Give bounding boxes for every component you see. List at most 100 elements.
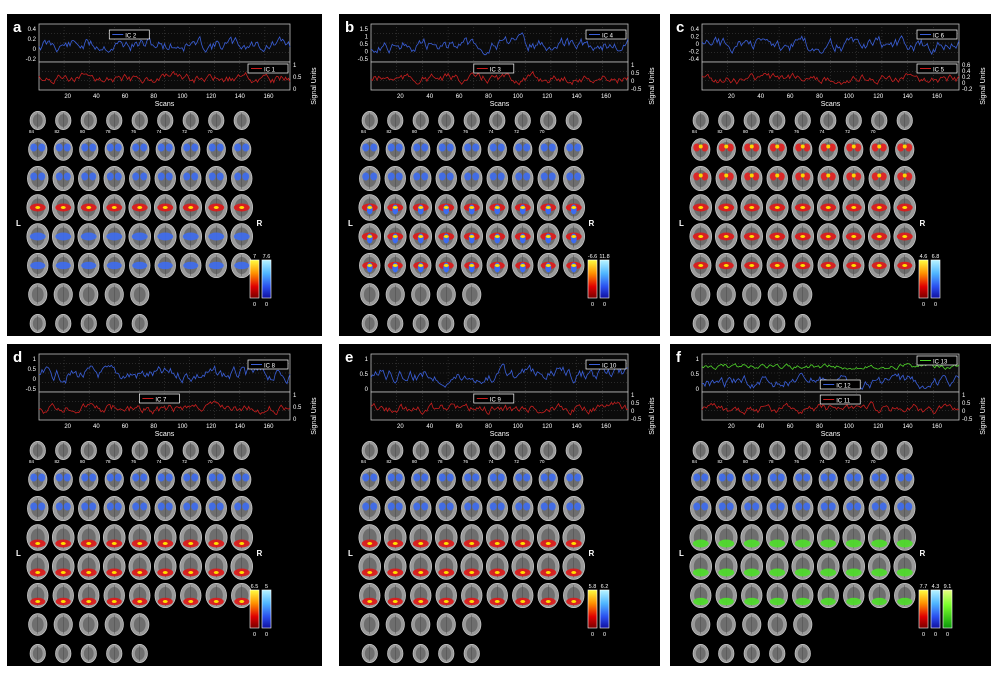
y-tick-label: 0.5 (293, 75, 302, 81)
panel-label: f (676, 349, 682, 366)
activation-peak (698, 264, 704, 267)
activation-blob (794, 539, 811, 548)
y-tick-label: -0.5 (631, 87, 642, 93)
activation-blob (114, 502, 122, 511)
activation-peak (469, 571, 475, 574)
brain-slice (896, 111, 913, 130)
brain-slice (104, 283, 124, 306)
activation-blob (515, 143, 523, 152)
slice-number: 74 (489, 129, 495, 134)
activation-blob (38, 502, 46, 511)
activation-blob (497, 473, 505, 482)
right-orientation-label: R (920, 549, 926, 558)
brain-slice (231, 582, 253, 609)
brain-slice (514, 111, 531, 130)
activation-blob (777, 473, 785, 482)
x-tick-label: 140 (572, 424, 583, 430)
activation-blob (438, 502, 446, 511)
activation-blob (370, 473, 378, 482)
brain-slice (27, 252, 49, 279)
activation-blob (879, 172, 887, 181)
activation-peak (494, 206, 500, 209)
brain-slice (692, 314, 709, 333)
activation-peak (111, 206, 117, 209)
brain-slice (130, 138, 150, 161)
activation-peak (826, 173, 831, 178)
activation-peak (494, 264, 500, 267)
activation-peak (213, 542, 219, 545)
activation-peak (571, 264, 577, 267)
activation-blob (191, 143, 199, 152)
activation-peak (494, 235, 500, 238)
activation-blob (794, 568, 811, 577)
activation-blob (540, 473, 548, 482)
activation-blob (566, 473, 574, 482)
brain-slice (691, 468, 711, 491)
brain-slice (52, 165, 74, 192)
activation-peak (162, 206, 168, 209)
y-tick-label: -0.2 (962, 87, 973, 93)
brain-slice (77, 524, 100, 551)
colorbar-min-label: 0 (934, 632, 937, 638)
activation-blob (871, 172, 879, 181)
activation-blob (80, 232, 97, 241)
colorbar-max-label: 6.5 (251, 584, 259, 590)
slice-number: 84 (361, 459, 367, 464)
activation-peak (698, 235, 704, 238)
brain-slice (565, 111, 582, 130)
activation-blob (795, 502, 803, 511)
panel-figure-a: a IC 2 IC 1 0.4 0.2 0 -0.2 1 0.5 0 20 40 60 80 100 120 1… (13, 19, 318, 333)
brain-slice (359, 252, 381, 279)
right-orientation-label: R (257, 549, 263, 558)
brain-slice (360, 468, 380, 491)
activation-blob (421, 473, 429, 482)
brain-slice (179, 194, 202, 221)
y-axis-label: Signal Units (980, 397, 987, 435)
brain-slice (767, 283, 787, 306)
activation-peak (418, 206, 424, 209)
activation-peak (137, 542, 143, 545)
activation-blob (897, 502, 905, 511)
y-tick-label: 0.5 (293, 405, 302, 411)
y-tick-label: 0.5 (28, 367, 37, 373)
brain-slice (766, 553, 789, 580)
brain-slice (817, 252, 839, 279)
brain-slice (868, 495, 890, 522)
brain-slice (154, 194, 177, 221)
activation-peak (545, 235, 551, 238)
activation-blob (395, 502, 403, 511)
brain-slice (360, 138, 380, 161)
brain-slice (409, 524, 432, 551)
colorbar (249, 589, 260, 629)
activation-blob (30, 261, 46, 270)
activation-peak (774, 235, 780, 238)
activation-blob (743, 539, 760, 548)
activation-blob (566, 143, 574, 152)
brain-slice (129, 165, 151, 192)
brain-slice (691, 613, 711, 636)
brain-slice (817, 223, 840, 250)
activation-blob (362, 473, 370, 482)
colorbar (918, 589, 929, 629)
brain-slice (690, 165, 712, 192)
brain-slice (512, 582, 534, 609)
activation-peak (723, 206, 729, 209)
activation-blob (216, 502, 224, 511)
activation-blob (693, 502, 701, 511)
activation-peak (723, 235, 729, 238)
activation-blob (29, 232, 46, 241)
x-tick-label: 120 (206, 94, 217, 100)
brain-slice (766, 582, 788, 609)
y-tick-label: 0.2 (962, 75, 971, 81)
activation-blob (693, 143, 701, 152)
slice-number: 78 (438, 129, 444, 134)
brain-slice (435, 194, 458, 221)
brain-slice (106, 644, 123, 663)
left-orientation-label: L (16, 219, 21, 228)
brain-slice (817, 495, 839, 522)
activation-blob (421, 143, 429, 152)
x-tick-label: 80 (816, 424, 823, 430)
activation-blob (55, 261, 71, 270)
slice-number: 74 (820, 129, 826, 134)
activation-peak (571, 542, 577, 545)
